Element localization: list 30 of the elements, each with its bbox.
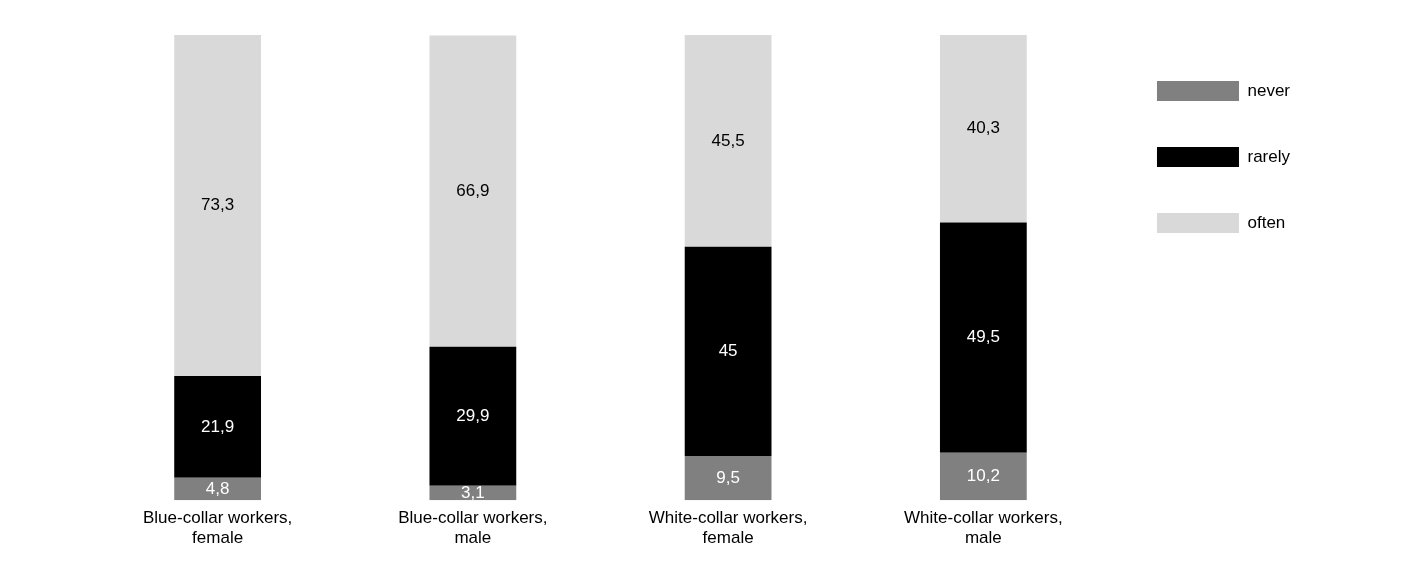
bar bbox=[174, 477, 262, 501]
bar bbox=[939, 35, 1027, 223]
data-label: 10,2 bbox=[966, 466, 1000, 486]
data-label: 4,8 bbox=[205, 478, 230, 498]
data-label: 45,5 bbox=[711, 130, 745, 150]
bar bbox=[429, 346, 517, 486]
data-label: 29,9 bbox=[456, 405, 490, 425]
data-label: 66,9 bbox=[456, 180, 490, 200]
x-tick-label: White-collar workers, male bbox=[904, 508, 1063, 548]
data-label: 40,3 bbox=[966, 118, 1000, 138]
x-tick-label: White-collar workers, female bbox=[648, 508, 808, 548]
bar bbox=[684, 246, 772, 457]
x-tick-label: Blue-collar workers, male bbox=[398, 508, 548, 548]
legend-label: never bbox=[1247, 80, 1291, 100]
data-label: 45 bbox=[718, 341, 738, 361]
bar bbox=[939, 452, 1027, 501]
x-tick-label: Blue-collar workers, female bbox=[142, 508, 293, 548]
legend-label: rarely bbox=[1247, 146, 1291, 166]
bar bbox=[939, 222, 1027, 453]
bar bbox=[429, 35, 517, 347]
bar bbox=[684, 35, 772, 247]
data-label: 49,5 bbox=[966, 327, 1000, 347]
data-label: 3,1 bbox=[461, 482, 485, 502]
bar bbox=[684, 456, 772, 501]
data-label: 73,3 bbox=[201, 195, 235, 215]
data-label: 9,5 bbox=[716, 467, 740, 487]
legend-label: often bbox=[1247, 212, 1286, 232]
bar bbox=[174, 35, 262, 376]
bar bbox=[174, 375, 262, 478]
data-label: 21,9 bbox=[201, 416, 235, 436]
